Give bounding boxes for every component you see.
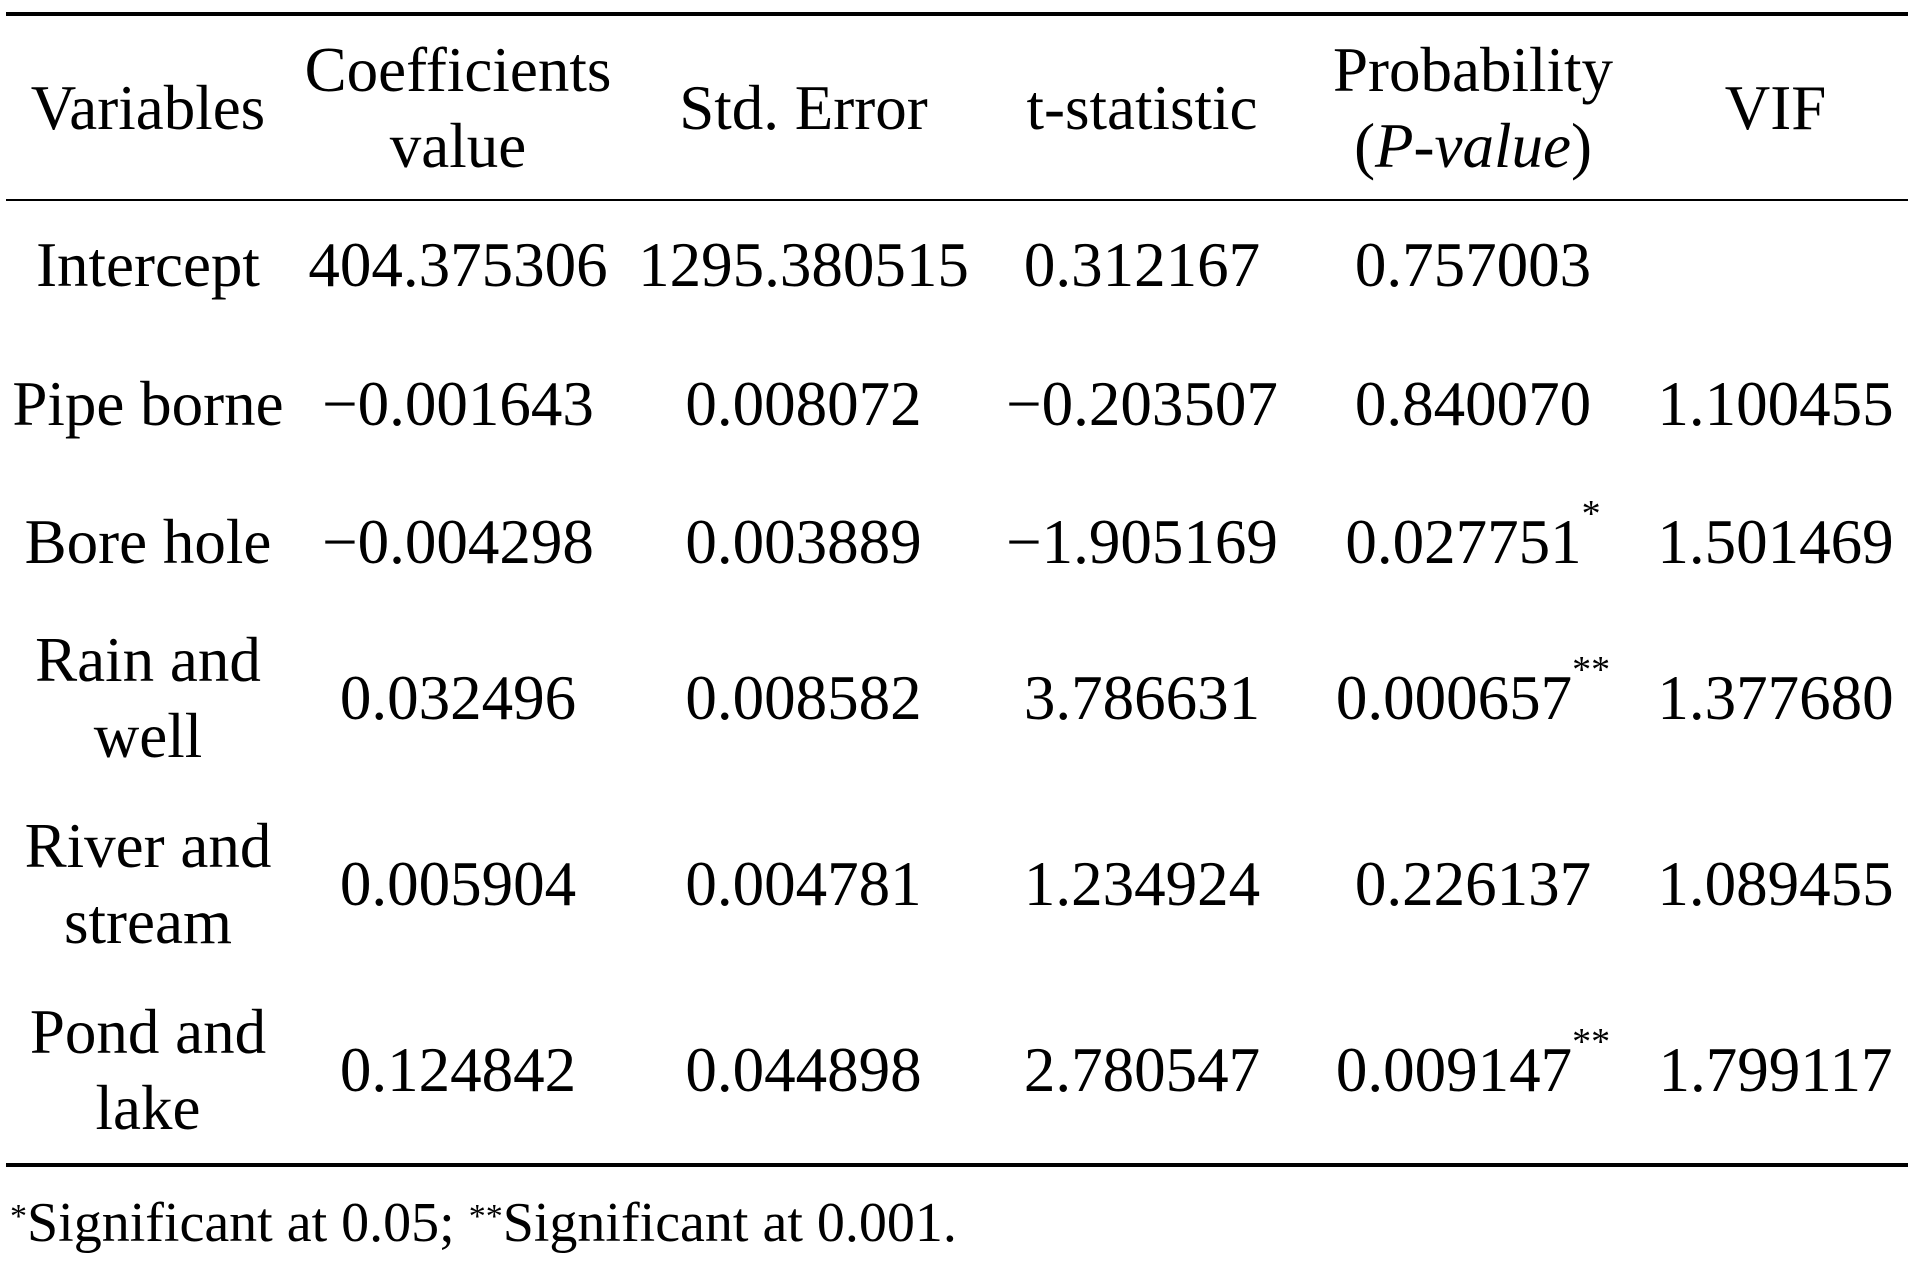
cell-t-statistic: −0.203507 [1006, 369, 1278, 439]
significance-mark: ** [1572, 1021, 1611, 1063]
cell-t-statistic: 1.234924 [1023, 849, 1261, 919]
significance-mark: ** [1572, 649, 1611, 691]
header-variables: Variables [6, 14, 290, 201]
significance-mark: * [1581, 493, 1601, 535]
cell-coefficient: 404.375306 [308, 230, 608, 300]
header-t-statistic-label: t-statistic [1026, 72, 1258, 143]
header-vif: VIF [1643, 14, 1908, 201]
probability-value: 0.226137 [1354, 849, 1592, 919]
table-row: Pond and lake 0.124842 0.044898 2.780547… [6, 977, 1908, 1167]
header-probability-line1: Probability [1333, 34, 1613, 105]
cell-vif: 1.100455 [1657, 369, 1894, 439]
regression-table-container: Variables Coefficients value Std. Error … [6, 12, 1908, 1167]
cell-coefficient: −0.001643 [322, 369, 594, 439]
cell-std-error: 1295.380515 [638, 230, 969, 300]
probability-value: 0.009147 [1335, 1035, 1573, 1105]
table-header: Variables Coefficients value Std. Error … [6, 14, 1908, 201]
header-std-error-label: Std. Error [679, 72, 928, 143]
header-variables-label: Variables [30, 72, 266, 143]
cell-probability: 0.027751* [1303, 479, 1643, 605]
table-row: River and stream 0.005904 0.004781 1.234… [6, 791, 1908, 977]
cell-std-error: 0.008582 [685, 663, 922, 733]
header-coefficients-line2: value [389, 110, 527, 181]
cell-vif: 1.377680 [1657, 663, 1894, 733]
footnote-text-double: Significant at 0.001. [502, 1192, 957, 1254]
cell-probability: 0.000657** [1303, 605, 1643, 791]
cell-std-error: 0.003889 [685, 507, 922, 577]
regression-table: Variables Coefficients value Std. Error … [6, 12, 1908, 1167]
cell-probability: 0.009147** [1303, 977, 1643, 1167]
table-row: Pipe borne −0.001643 0.008072 −0.203507 … [6, 329, 1908, 479]
header-probability-open: ( [1354, 110, 1376, 181]
cell-variable: River and stream [24, 811, 272, 957]
cell-variable: Pond and lake [6, 977, 290, 1167]
header-coefficients: Coefficients value [290, 14, 626, 201]
cell-std-error: 0.044898 [626, 977, 981, 1167]
probability-value: 0.027751 [1345, 507, 1582, 577]
table-footnote: *Significant at 0.05; **Significant at 0… [10, 1188, 957, 1258]
cell-std-error: 0.008072 [685, 369, 922, 439]
cell-t-statistic: 3.786631 [1023, 663, 1261, 733]
cell-t-statistic: 0.312167 [1023, 230, 1261, 300]
cell-std-error: 0.004781 [685, 849, 922, 919]
probability-value: 0.840070 [1354, 369, 1592, 439]
header-coefficients-line1: Coefficients [304, 34, 612, 105]
cell-t-statistic: −1.905169 [1006, 507, 1278, 577]
cell-variable: Rain and well [35, 625, 261, 771]
cell-probability: 0.757003 [1303, 200, 1643, 329]
footnote-text-single: Significant at 0.05; [27, 1192, 469, 1254]
footnote-mark-double: ** [468, 1198, 503, 1235]
cell-vif: 1.799117 [1643, 977, 1908, 1167]
cell-coefficient: 0.124842 [290, 977, 626, 1167]
cell-variable: Intercept [36, 230, 260, 300]
cell-vif: 1.089455 [1657, 849, 1894, 919]
cell-coefficient: −0.004298 [322, 507, 594, 577]
header-t-statistic: t-statistic [981, 14, 1303, 201]
header-std-error: Std. Error [626, 14, 981, 201]
header-probability: Probability (P-value) [1303, 14, 1643, 201]
header-vif-label: VIF [1724, 72, 1827, 143]
cell-coefficient: 0.005904 [339, 849, 577, 919]
table-body: Intercept 404.375306 1295.380515 0.31216… [6, 200, 1908, 1167]
table-row: Rain and well 0.032496 0.008582 3.786631… [6, 605, 1908, 791]
cell-coefficient: 0.032496 [339, 663, 577, 733]
probability-value: 0.000657 [1335, 663, 1573, 733]
cell-vif: 1.501469 [1657, 507, 1894, 577]
header-probability-italic: P-value [1375, 110, 1571, 181]
cell-t-statistic: 2.780547 [981, 977, 1303, 1167]
table-row: Bore hole −0.004298 0.003889 −1.905169 0… [6, 479, 1908, 605]
cell-variable: Bore hole [24, 507, 272, 577]
cell-vif [1643, 200, 1908, 329]
cell-variable: Pipe borne [12, 369, 284, 439]
header-probability-close: ) [1570, 110, 1592, 181]
footnote-mark-single: * [10, 1198, 27, 1235]
cell-probability: 0.226137 [1303, 791, 1643, 977]
table-row: Intercept 404.375306 1295.380515 0.31216… [6, 200, 1908, 329]
probability-value: 0.757003 [1354, 230, 1592, 300]
header-row: Variables Coefficients value Std. Error … [6, 14, 1908, 201]
cell-probability: 0.840070 [1303, 329, 1643, 479]
